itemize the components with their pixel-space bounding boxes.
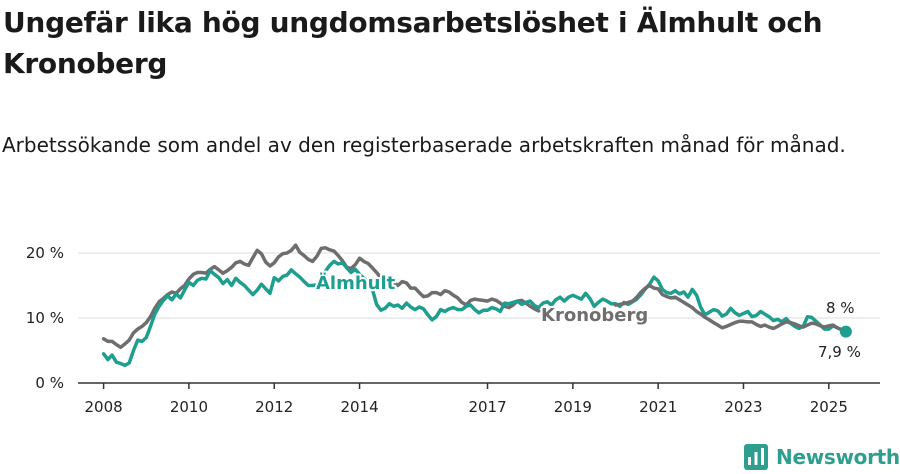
x-tick-label: 2008: [85, 398, 123, 416]
end-label-almhult: 7,9 %: [818, 343, 861, 361]
x-tick-label: 2010: [170, 398, 208, 416]
end-label-kronoberg: 8 %: [826, 299, 855, 317]
x-tick-label: 2023: [724, 398, 762, 416]
x-tick-label: 2017: [468, 398, 506, 416]
x-tick-label: 2025: [810, 398, 848, 416]
chart-title: Ungefär lika hög ungdomsarbetslöshet i Ä…: [3, 6, 823, 80]
x-tick-label: 2014: [340, 398, 378, 416]
end-point-almhult: [839, 325, 852, 338]
brand-name: Newsworthy: [776, 445, 900, 469]
y-tick-label: 0 %: [35, 374, 64, 392]
newsworthy-logo-icon: [744, 444, 768, 470]
series-lines: [101, 243, 848, 368]
chart-subtitle: Arbetssökande som andel av den registerb…: [2, 133, 846, 157]
x-tick-label: 2012: [255, 398, 293, 416]
series-label-almhult: Älmhult: [316, 272, 396, 294]
x-tick-label: 2019: [554, 398, 592, 416]
axes: 0 % 10 % 20 % 2008 2010 2012 2014 2017 2019 2021 2…: [26, 244, 880, 416]
series-line-almhult: [101, 259, 848, 368]
series-labels: Älmhult Kronoberg 8 % 7,9 %: [314, 270, 862, 363]
gridlines: [78, 252, 880, 319]
y-tick-label: 20 %: [26, 244, 64, 262]
series-label-kronoberg: Kronoberg: [541, 305, 648, 326]
y-tick-label: 10 %: [26, 309, 64, 327]
series-line-kronoberg-2: [613, 283, 848, 333]
brand-logo[interactable]: Newsworthy: [744, 442, 900, 472]
x-tick-label: 2021: [639, 398, 677, 416]
